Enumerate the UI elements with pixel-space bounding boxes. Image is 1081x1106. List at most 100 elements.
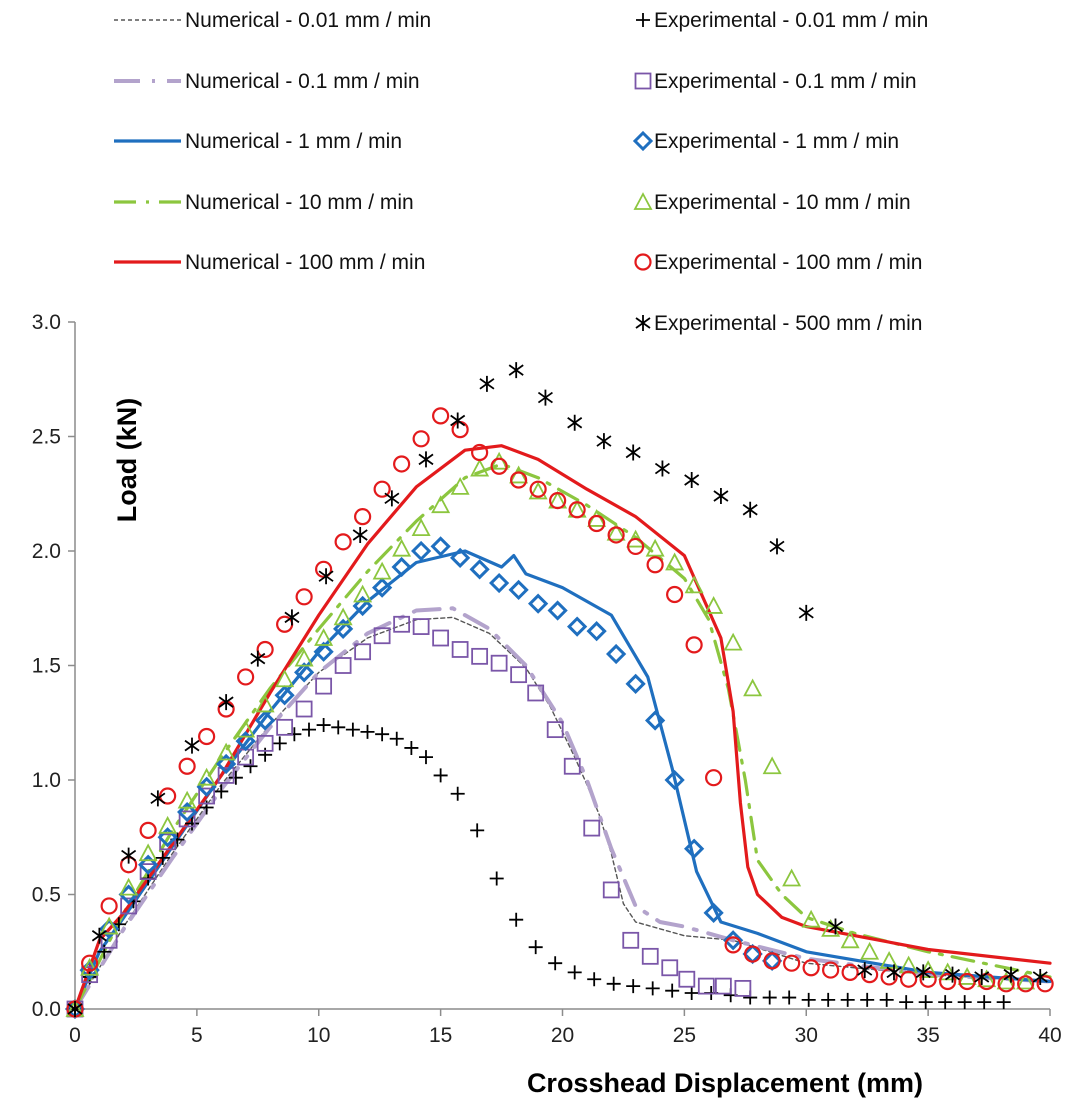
data-point <box>294 648 314 667</box>
data-point <box>412 430 430 448</box>
data-point <box>646 556 664 574</box>
legend: Numerical - 0.01 mm / min Numerical - 0.1… <box>114 9 928 335</box>
legend-entry: Numerical - 1 mm / min <box>114 130 402 153</box>
data-point <box>537 389 553 406</box>
series-line-numerical-1-mm-min <box>73 549 1052 1011</box>
data-point <box>118 884 139 905</box>
data-point <box>606 522 626 541</box>
data-point <box>684 472 700 489</box>
data-point <box>256 640 274 659</box>
data-point <box>138 854 159 875</box>
data-point <box>470 823 485 838</box>
data-point <box>918 995 933 1010</box>
x-tick-label: 5 <box>191 1024 203 1047</box>
x-tick-label: 0 <box>69 1024 81 1047</box>
data-point <box>91 927 107 944</box>
data-point <box>275 669 295 688</box>
data-point <box>528 940 543 955</box>
data-point <box>139 821 157 839</box>
x-tick-label: 40 <box>1038 1024 1061 1047</box>
x-tick-label: 25 <box>673 1024 696 1047</box>
data-point <box>184 737 200 754</box>
data-point <box>313 641 334 662</box>
data-point <box>331 720 346 735</box>
data-point <box>99 918 120 939</box>
data-point <box>944 966 961 983</box>
data-point <box>627 537 645 556</box>
data-point <box>372 561 392 580</box>
data-point <box>588 514 606 533</box>
data-point <box>622 931 640 949</box>
data-point <box>255 710 276 731</box>
legend-label: Experimental - 1 mm / min <box>654 130 899 153</box>
data-point <box>272 736 287 751</box>
data-point <box>857 962 873 979</box>
data-point <box>840 992 855 1007</box>
data-point <box>801 992 816 1007</box>
data-point <box>121 847 137 864</box>
data-point <box>489 572 510 594</box>
data-point <box>743 678 763 697</box>
data-point <box>704 596 724 614</box>
data-point <box>723 930 744 951</box>
data-point <box>567 965 582 980</box>
data-point <box>782 868 802 887</box>
legend-label: Experimental - 0.01 mm / min <box>654 9 928 32</box>
series-markers-experimental-10-mm-min <box>65 451 1036 1017</box>
data-point <box>177 801 198 823</box>
data-point <box>315 560 333 578</box>
data-point <box>724 936 742 954</box>
data-point <box>155 850 170 865</box>
data-point <box>412 618 430 635</box>
data-point <box>798 604 814 621</box>
data-point <box>139 863 157 880</box>
legend-entry: Experimental - 0.1 mm / min <box>634 70 917 93</box>
x-axis-ticks: 0 5 10 15 20 25 30 35 40 <box>69 1009 1062 1047</box>
data-point <box>393 615 411 633</box>
data-point <box>490 654 508 672</box>
legend-label: Experimental - 100 mm / min <box>654 251 922 274</box>
data-point <box>734 979 752 997</box>
data-point <box>697 977 715 995</box>
legend-label: Numerical - 10 mm / min <box>185 191 414 214</box>
data-point <box>645 710 666 731</box>
x-tick-label: 15 <box>429 1024 452 1047</box>
legend-entry: Numerical - 0.01 mm / min <box>114 9 431 32</box>
data-point <box>384 490 400 507</box>
data-point <box>432 407 450 425</box>
y-tick-label: 1.5 <box>32 655 61 678</box>
data-point <box>684 838 705 859</box>
data-point <box>354 643 372 661</box>
data-point <box>185 816 199 831</box>
data-point <box>661 959 679 977</box>
data-point <box>451 641 469 658</box>
data-point <box>243 759 258 774</box>
data-point <box>469 559 490 580</box>
series-lines <box>73 444 1052 1011</box>
data-point <box>314 628 334 646</box>
data-point <box>678 970 696 988</box>
data-point <box>938 995 953 1010</box>
data-point <box>744 945 762 963</box>
legend-label: Numerical - 0.1 mm / min <box>185 70 420 93</box>
data-point <box>762 756 782 775</box>
data-point <box>150 790 166 807</box>
data-point <box>197 767 217 786</box>
legend-label: Experimental - 10 mm / min <box>654 191 911 214</box>
x-tick-label: 10 <box>307 1024 330 1047</box>
data-point <box>373 627 391 645</box>
data-point <box>177 790 197 809</box>
legend-entry: Experimental - 1 mm / min <box>632 130 899 153</box>
data-point <box>606 643 627 665</box>
data-point <box>352 526 368 543</box>
data-point <box>703 902 724 923</box>
x-axis-title: Crosshead Displacement (mm) <box>527 1068 923 1098</box>
data-point <box>432 629 450 647</box>
data-point <box>81 954 99 972</box>
y-tick-label: 3.0 <box>32 311 61 334</box>
data-point <box>295 588 313 606</box>
data-point <box>450 547 471 568</box>
data-point <box>258 747 273 762</box>
data-point <box>345 722 360 737</box>
data-point <box>159 833 177 851</box>
